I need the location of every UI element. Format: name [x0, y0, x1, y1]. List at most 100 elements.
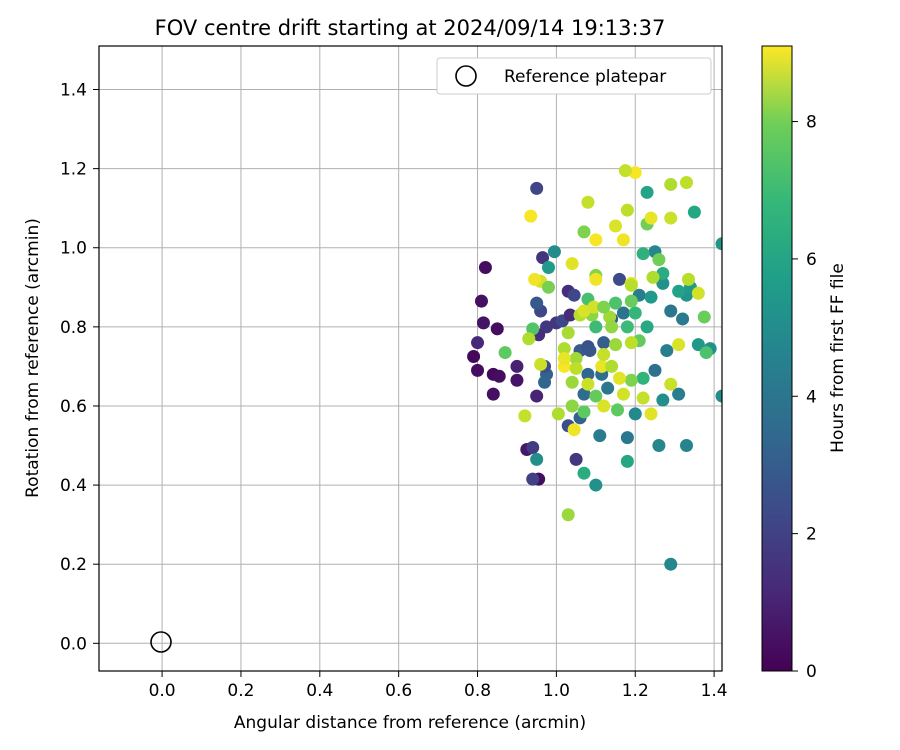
data-point: [589, 389, 603, 403]
data-point: [664, 377, 678, 391]
y-axis-ticks: 0.0 0.2 0.4 0.6 0.8 1.0 1.2 1.4: [60, 81, 99, 654]
data-point: [672, 387, 686, 401]
colorbar-gradient: [761, 45, 793, 672]
data-point: [611, 403, 625, 417]
x-tick-label: 0.2: [227, 681, 254, 701]
data-point: [616, 306, 630, 320]
data-point: [474, 294, 488, 308]
data-point: [471, 363, 485, 377]
data-point: [624, 278, 638, 292]
data-point: [612, 272, 626, 286]
colorbar-tick-label: 2: [806, 525, 817, 545]
data-point: [636, 371, 650, 385]
x-axis-label: Angular distance from reference (arcmin): [234, 713, 586, 733]
data-point: [618, 164, 632, 178]
data-point: [510, 359, 524, 373]
data-point: [616, 387, 630, 401]
data-point: [526, 322, 540, 336]
data-point: [569, 452, 583, 466]
data-point: [681, 272, 695, 286]
y-tick-label: 0.4: [60, 476, 87, 496]
data-point: [530, 452, 544, 466]
data-point: [577, 304, 591, 318]
data-point: [664, 304, 678, 318]
data-point: [620, 431, 634, 445]
x-axis-ticks: 0.0 0.2 0.4 0.6 0.8 1.0 1.2 1.4: [149, 671, 728, 701]
data-point: [664, 211, 678, 225]
data-point: [644, 290, 658, 304]
data-point: [577, 466, 591, 480]
data-point: [565, 399, 579, 413]
legend-marker: [455, 65, 477, 87]
data-point: [715, 389, 722, 403]
data-point: [467, 350, 481, 364]
data-point: [561, 508, 575, 522]
data-point: [581, 195, 595, 209]
data-point: [476, 316, 490, 330]
plot-frame: [98, 45, 723, 672]
data-point: [563, 308, 577, 322]
data-point: [605, 320, 619, 334]
data-point: [680, 175, 694, 189]
data-point: [664, 177, 678, 191]
data-point: [510, 373, 524, 387]
data-point: [597, 348, 611, 362]
colorbar-tick-label: 0: [806, 662, 817, 682]
data-point: [597, 300, 611, 314]
data-point: [609, 219, 623, 233]
y-tick-label: 0.6: [60, 397, 87, 417]
data-point: [628, 407, 642, 421]
x-tick-label: 0.6: [385, 681, 412, 701]
data-point: [691, 286, 705, 300]
data-point: [547, 245, 561, 259]
data-point: [581, 377, 595, 391]
data-point: [672, 284, 686, 298]
data-point: [542, 261, 556, 275]
data-point: [583, 344, 597, 358]
colorbar-tick-label: 8: [806, 113, 817, 133]
data-point: [680, 439, 694, 453]
legend: Reference platepar: [436, 57, 712, 95]
data-point: [498, 346, 512, 360]
data-point: [569, 352, 583, 365]
data-point: [542, 280, 556, 294]
data-point: [624, 294, 638, 308]
data-point: [561, 326, 575, 340]
data-point: [526, 472, 540, 486]
data-point: [609, 338, 623, 352]
data-point: [672, 338, 686, 352]
data-point: [577, 405, 591, 419]
data-point: [528, 272, 542, 286]
data-point: [530, 181, 544, 195]
data-point: [691, 338, 705, 352]
data-point: [656, 276, 670, 290]
data-point: [569, 361, 583, 375]
y-tick-label: 1.0: [60, 239, 87, 259]
data-point: [603, 310, 617, 324]
data-point: [587, 300, 601, 314]
data-point: [551, 407, 565, 421]
data-points: [467, 164, 722, 571]
y-tick-label: 0.8: [60, 318, 87, 338]
data-point: [660, 344, 674, 358]
data-point: [664, 557, 678, 571]
data-point: [565, 257, 579, 271]
x-tick-label: 1.2: [622, 681, 649, 701]
data-point: [601, 381, 615, 395]
x-tick-label: 0.0: [149, 681, 176, 701]
data-point: [644, 407, 658, 421]
data-point: [616, 233, 630, 247]
data-point: [652, 439, 666, 453]
data-point: [577, 387, 591, 401]
data-point: [609, 296, 623, 310]
data-point: [640, 320, 654, 334]
data-point: [597, 336, 611, 350]
chart-title: FOV centre drift starting at 2024/09/14 …: [155, 16, 666, 40]
data-point: [567, 423, 581, 437]
data-point: [567, 288, 581, 302]
data-point: [620, 320, 634, 334]
data-point: [486, 387, 500, 401]
data-point: [648, 363, 662, 377]
data-point: [597, 399, 611, 413]
